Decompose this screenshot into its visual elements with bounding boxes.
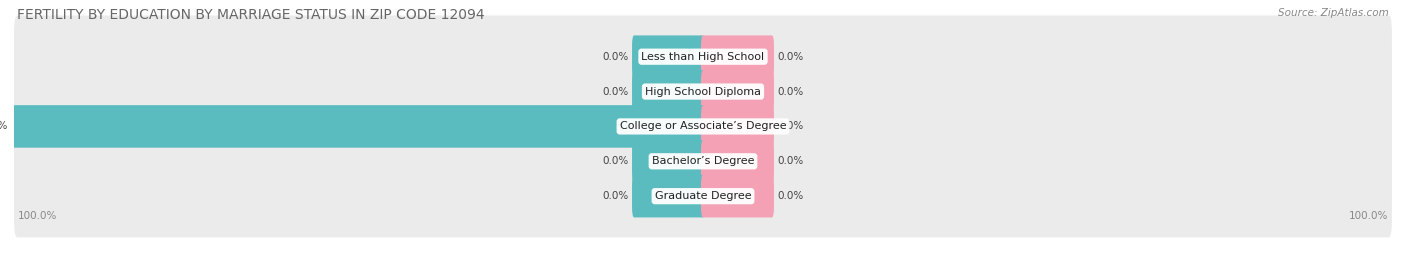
- Text: Bachelor’s Degree: Bachelor’s Degree: [652, 156, 754, 166]
- Text: 0.0%: 0.0%: [778, 191, 804, 201]
- Text: Graduate Degree: Graduate Degree: [655, 191, 751, 201]
- Text: FERTILITY BY EDUCATION BY MARRIAGE STATUS IN ZIP CODE 12094: FERTILITY BY EDUCATION BY MARRIAGE STATU…: [17, 8, 485, 22]
- FancyBboxPatch shape: [633, 36, 704, 78]
- Text: 100.0%: 100.0%: [1350, 211, 1389, 221]
- Text: Less than High School: Less than High School: [641, 52, 765, 62]
- FancyBboxPatch shape: [13, 105, 704, 148]
- Text: Source: ZipAtlas.com: Source: ZipAtlas.com: [1278, 8, 1389, 18]
- Text: 0.0%: 0.0%: [778, 87, 804, 97]
- FancyBboxPatch shape: [14, 85, 1392, 168]
- FancyBboxPatch shape: [702, 175, 773, 217]
- Text: 0.0%: 0.0%: [778, 52, 804, 62]
- Text: High School Diploma: High School Diploma: [645, 87, 761, 97]
- Text: 0.0%: 0.0%: [602, 156, 628, 166]
- Text: College or Associate’s Degree: College or Associate’s Degree: [620, 121, 786, 132]
- FancyBboxPatch shape: [702, 140, 773, 183]
- Text: 0.0%: 0.0%: [778, 121, 804, 132]
- FancyBboxPatch shape: [633, 175, 704, 217]
- FancyBboxPatch shape: [633, 140, 704, 183]
- FancyBboxPatch shape: [702, 70, 773, 113]
- Text: 0.0%: 0.0%: [602, 191, 628, 201]
- FancyBboxPatch shape: [702, 105, 773, 148]
- Text: 0.0%: 0.0%: [602, 52, 628, 62]
- FancyBboxPatch shape: [14, 50, 1392, 133]
- FancyBboxPatch shape: [633, 70, 704, 113]
- Text: 100.0%: 100.0%: [17, 211, 56, 221]
- FancyBboxPatch shape: [14, 155, 1392, 237]
- FancyBboxPatch shape: [702, 36, 773, 78]
- Text: 100.0%: 100.0%: [0, 121, 8, 132]
- Text: 0.0%: 0.0%: [778, 156, 804, 166]
- FancyBboxPatch shape: [14, 16, 1392, 98]
- Text: 0.0%: 0.0%: [602, 87, 628, 97]
- FancyBboxPatch shape: [14, 120, 1392, 203]
